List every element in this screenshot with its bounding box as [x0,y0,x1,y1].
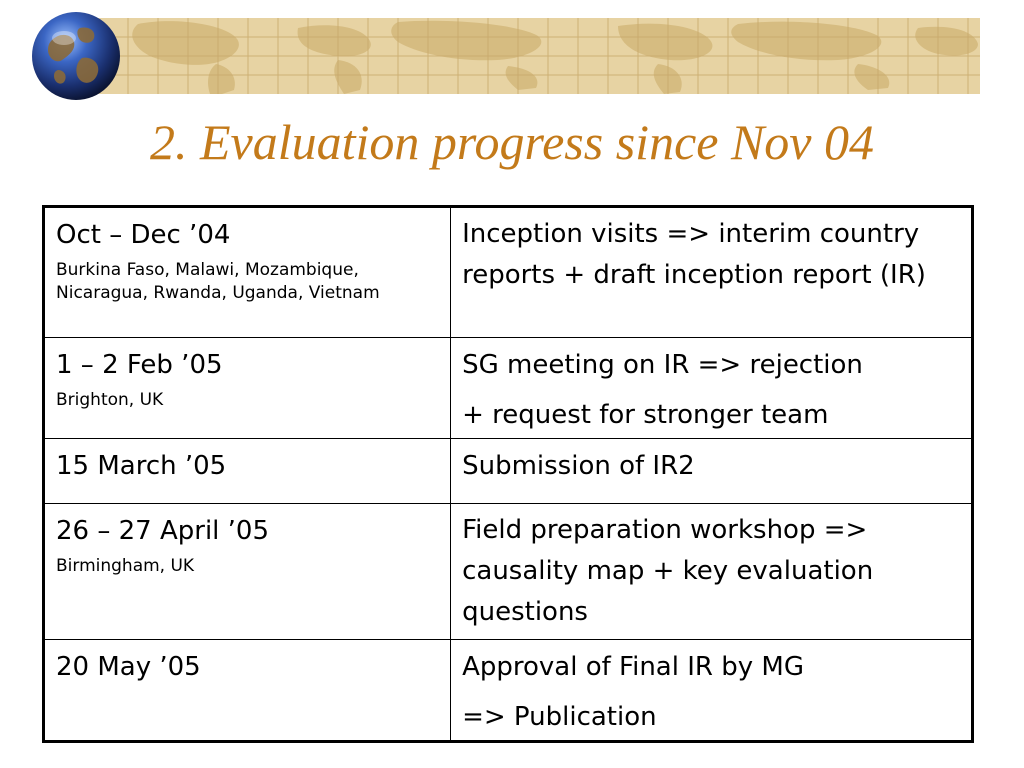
description-line: Approval of Final IR by MG [462,652,804,682]
description-cell: SG meeting on IR => rejection + request … [450,337,973,439]
date-cell: Oct – Dec ’04 Burkina Faso, Malawi, Moza… [42,206,452,338]
table-row: 20 May ’05 Approval of Final IR by MG =>… [42,639,973,742]
location-label: Brighton, UK [56,390,164,410]
date-label: 15 March ’05 [56,451,227,481]
date-cell: 1 – 2 Feb ’05 Brighton, UK [42,337,452,439]
table-row: 15 March ’05 Submission of IR2 [42,438,973,504]
description-cell: Submission of IR2 [450,438,973,504]
date-label: 1 – 2 Feb ’05 [56,350,223,380]
description-cell: Field preparation workshop => causality … [450,503,973,640]
date-cell: 15 March ’05 [42,438,452,504]
date-cell: 20 May ’05 [42,639,452,742]
date-label: 20 May ’05 [56,652,201,682]
description-line: SG meeting on IR => rejection [462,350,863,380]
description-line: + request for stronger team [462,400,829,430]
date-label: Oct – Dec ’04 [56,220,231,250]
description-cell: Approval of Final IR by MG => Publicatio… [450,639,973,742]
location-label: Burkina Faso, Malawi, Mozambique, Nicara… [56,260,380,303]
table-row: 26 – 27 April ’05 Birmingham, UK Field p… [42,503,973,640]
world-map-icon [98,18,980,94]
timeline-table: Oct – Dec ’04 Burkina Faso, Malawi, Moza… [42,205,974,743]
location-label: Birmingham, UK [56,556,195,576]
date-cell: 26 – 27 April ’05 Birmingham, UK [42,503,452,640]
date-label: 26 – 27 April ’05 [56,516,270,546]
description-line: => Publication [462,702,657,732]
table-row: Oct – Dec ’04 Burkina Faso, Malawi, Moza… [42,206,973,338]
description-text: Field preparation workshop => causality … [462,515,874,627]
description-text: Inception visits => interim country repo… [462,219,926,290]
world-map-banner [98,18,980,94]
description-line: Submission of IR2 [462,451,695,481]
slide-title: 2. Evaluation progress since Nov 04 [150,114,874,170]
globe-icon [32,12,120,100]
table-row: 1 – 2 Feb ’05 Brighton, UK SG meeting on… [42,337,973,439]
description-cell: Inception visits => interim country repo… [450,206,973,338]
